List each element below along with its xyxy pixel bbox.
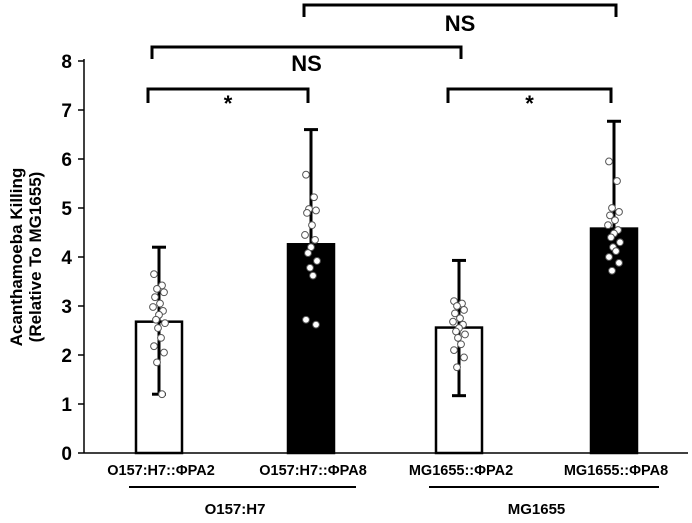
data-point [303, 209, 311, 217]
data-point [310, 193, 318, 202]
data-point [615, 258, 623, 267]
data-point [605, 253, 613, 261]
data-point [150, 270, 158, 279]
data-point [606, 211, 614, 220]
significance-label: NS [291, 51, 322, 76]
data-point [613, 177, 621, 185]
data-point [302, 315, 310, 324]
data-point [149, 303, 157, 311]
x-category-label: MG1655::ΦPA2 [409, 463, 513, 479]
data-point [153, 284, 161, 293]
data-point [449, 317, 457, 326]
y-axis-label-line: Acanthamoeba Killing [7, 168, 26, 347]
x-category-label: MG1655::ΦPA8 [564, 463, 668, 479]
data-point [151, 293, 159, 302]
data-point [461, 330, 469, 339]
data-point [302, 170, 310, 179]
data-point [161, 319, 169, 328]
data-point [456, 314, 464, 323]
significance-label: NS [445, 11, 476, 36]
data-point [153, 358, 161, 367]
significance-bracket [146, 87, 310, 103]
group-label: O157:H7 [205, 501, 266, 518]
data-point [158, 390, 166, 399]
data-point [604, 221, 612, 230]
data-point [309, 271, 317, 280]
y-tick-label: 4 [61, 248, 72, 269]
y-axis-label: Acanthamoeba Killing(Relative To MG1655) [7, 168, 45, 347]
data-point [301, 231, 309, 239]
significance-brackets: * * NS NS [146, 3, 618, 116]
y-tick-label: 1 [61, 395, 72, 416]
data-point [616, 238, 624, 247]
bars [134, 227, 639, 455]
data-points [149, 157, 624, 399]
data-point [312, 206, 320, 215]
data-point [306, 263, 314, 272]
data-point [608, 204, 616, 212]
data-point [607, 233, 615, 242]
data-point [611, 216, 619, 225]
data-point [152, 315, 160, 324]
significance-bracket [302, 3, 618, 17]
y-tick-label: 6 [61, 150, 72, 171]
data-point [453, 302, 461, 310]
data-point [457, 340, 465, 349]
data-point [453, 363, 461, 372]
significance-label: * [224, 91, 233, 116]
significance-bracket [150, 45, 463, 59]
data-point [150, 342, 158, 351]
y-tick-label: 2 [61, 346, 72, 367]
y-axis-label-line: (Relative To MG1655) [26, 172, 45, 343]
data-point [612, 247, 620, 256]
data-point [450, 346, 458, 355]
group-label: MG1655 [508, 501, 566, 518]
data-point [156, 299, 164, 308]
data-point [308, 221, 316, 230]
significance-label: * [525, 91, 534, 116]
data-point [160, 348, 168, 357]
data-point [311, 235, 319, 244]
data-point [460, 353, 468, 362]
y-tick-label: 8 [61, 52, 72, 73]
y-tick-label: 7 [61, 101, 72, 122]
data-point [312, 320, 320, 329]
data-point [451, 309, 459, 318]
y-tick-label: 5 [61, 199, 72, 220]
data-point [154, 324, 162, 332]
data-point [615, 208, 623, 216]
category-labels: O157:H7::ΦPA2 O157:H7::ΦPA8 MG1655::ΦPA2 MG… [107, 463, 668, 518]
bar [286, 243, 336, 455]
y-tick-label: 0 [61, 444, 72, 465]
data-point [452, 327, 460, 336]
x-category-label: O157:H7::ΦPA8 [259, 463, 367, 479]
data-point [304, 249, 312, 257]
x-category-label: O157:H7::ΦPA2 [107, 463, 215, 479]
data-point [313, 257, 321, 265]
bar [589, 227, 639, 455]
data-point [454, 333, 462, 342]
data-point [160, 288, 168, 297]
axes: 0 1 2 3 4 5 6 7 8 [61, 52, 688, 465]
y-tick-label: 3 [61, 297, 72, 318]
data-point [605, 157, 613, 166]
data-point [460, 306, 468, 314]
significance-bracket [446, 87, 613, 103]
data-point [608, 266, 616, 275]
error-bars [152, 119, 621, 398]
data-point [157, 333, 165, 342]
